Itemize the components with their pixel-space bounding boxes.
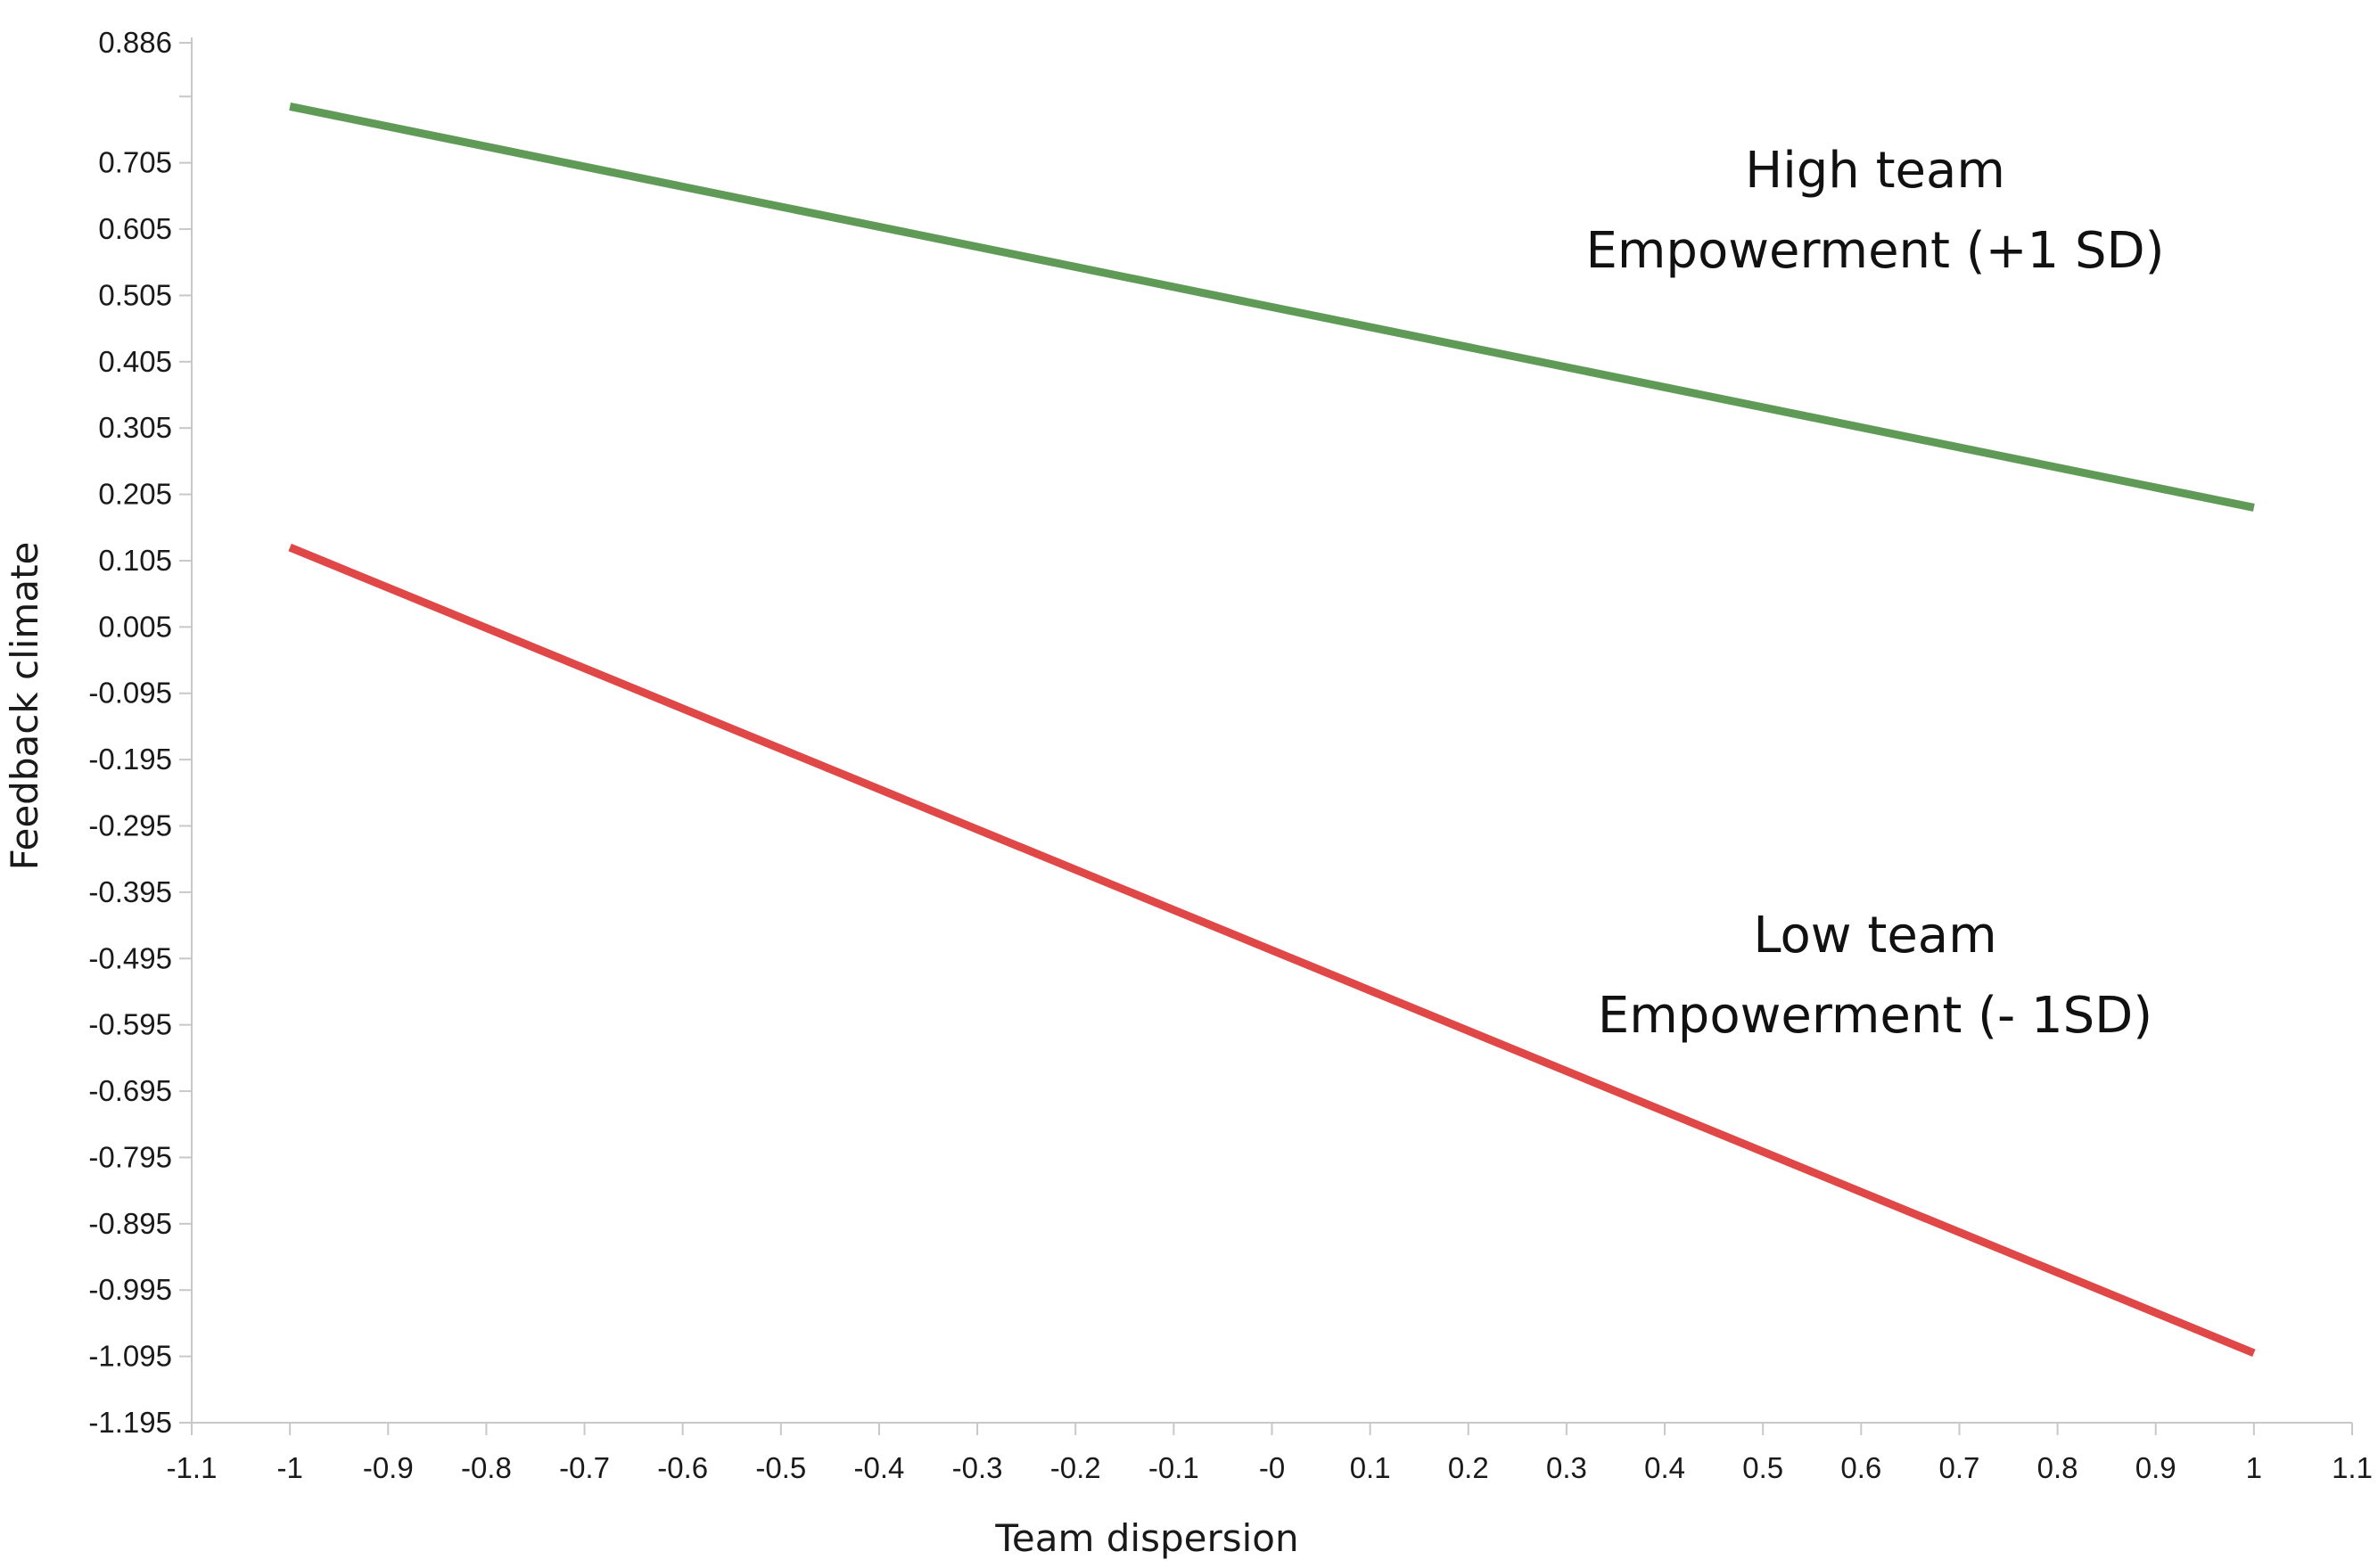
y-tick-label: 0.886 <box>98 26 172 59</box>
x-tick-label: 1.1 <box>2332 1451 2373 1484</box>
y-tick-label: -0.895 <box>88 1207 172 1240</box>
x-tick-label: 0.4 <box>1644 1451 1685 1484</box>
series-layer <box>288 103 2256 1358</box>
y-tick-label: -0.995 <box>88 1273 172 1306</box>
y-axis-title: Feedback climate <box>3 542 46 871</box>
label-high-empowerment: Empowerment (+1 SD) <box>1585 222 2164 280</box>
x-tick-label: 0.5 <box>1742 1451 1783 1484</box>
y-tick-label: -0.195 <box>88 743 172 776</box>
x-tick-label: -0.7 <box>559 1451 610 1484</box>
x-tick-label: -0.4 <box>854 1451 905 1484</box>
y-tick-label: -0.595 <box>88 1008 172 1041</box>
y-tick-label: -0.495 <box>88 941 172 974</box>
x-tick-label: 0.9 <box>2135 1451 2176 1484</box>
y-tick-label: 0.205 <box>98 478 172 511</box>
label-low-empowerment: Empowerment (- 1SD) <box>1598 987 2152 1045</box>
x-tick-label: 0.3 <box>1546 1451 1587 1484</box>
y-tick-label: -1.195 <box>88 1406 172 1439</box>
x-tick-label: 0.1 <box>1350 1451 1391 1484</box>
y-tick-label: -0.795 <box>88 1140 172 1173</box>
y-tick-label: 0.005 <box>98 610 172 643</box>
y-tick-label: 0.305 <box>98 411 172 444</box>
y-tick-label: 0.605 <box>98 212 172 245</box>
y-tick-label: 0.705 <box>98 146 172 179</box>
y-tick-label: -0.395 <box>88 875 172 908</box>
x-tick-label: -0.5 <box>755 1451 806 1484</box>
x-tick-label: -0.6 <box>657 1451 708 1484</box>
y-tick-label: 0.505 <box>98 278 172 311</box>
y-tick-label: 0.405 <box>98 345 172 378</box>
y-tick-label: -0.695 <box>88 1074 172 1107</box>
label-low-empowerment: Low team <box>1753 907 1996 965</box>
y-tick-label: -0.095 <box>88 677 172 710</box>
x-tick-label: -0.8 <box>461 1451 512 1484</box>
x-tick-label: 0.8 <box>2037 1451 2078 1484</box>
series-line-low-empowerment <box>288 543 2256 1358</box>
label-high-empowerment: High team <box>1745 142 2005 200</box>
x-tick-label: -0.9 <box>363 1451 414 1484</box>
y-tick-label: -1.095 <box>88 1340 172 1373</box>
x-tick-label: -0.3 <box>952 1451 1003 1484</box>
x-ticks: -1.1 -1 -0.9 -0.8 -0.7 -0.6 -0.5 -0.4 -0.3 -0.2 -0… <box>167 1423 2373 1484</box>
x-axis-title: Team dispersion <box>994 1516 1298 1560</box>
y-ticks: 0.886 0.705 0.605 0.505 0.405 0.305 0.205 0.105… <box>88 26 192 1439</box>
annotation-layer: High team Empowerment (+1 SD) Low team Empo… <box>1585 142 2164 1045</box>
series-line-high-empowerment <box>289 103 2255 512</box>
x-tick-label: -0.2 <box>1050 1451 1101 1484</box>
x-tick-label: -1.1 <box>167 1451 218 1484</box>
x-tick-label: -1 <box>276 1451 302 1484</box>
y-axis: 0.886 0.705 0.605 0.505 0.405 0.305 0.205 0.105… <box>88 26 193 1439</box>
x-tick-label: 1 <box>2246 1451 2262 1484</box>
y-tick-label: 0.105 <box>98 544 172 577</box>
x-tick-label: 0.6 <box>1840 1451 1881 1484</box>
x-tick-label: 0.7 <box>1939 1451 1980 1484</box>
x-tick-label: 0.2 <box>1448 1451 1489 1484</box>
y-tick-label: -0.295 <box>88 809 172 842</box>
x-axis: -1.1 -1 -0.9 -0.8 -0.7 -0.6 -0.5 -0.4 -0.3 -0.2 -0… <box>167 1422 2373 1484</box>
x-tick-label: -0 <box>1259 1451 1285 1484</box>
x-tick-label: -0.1 <box>1148 1451 1199 1484</box>
